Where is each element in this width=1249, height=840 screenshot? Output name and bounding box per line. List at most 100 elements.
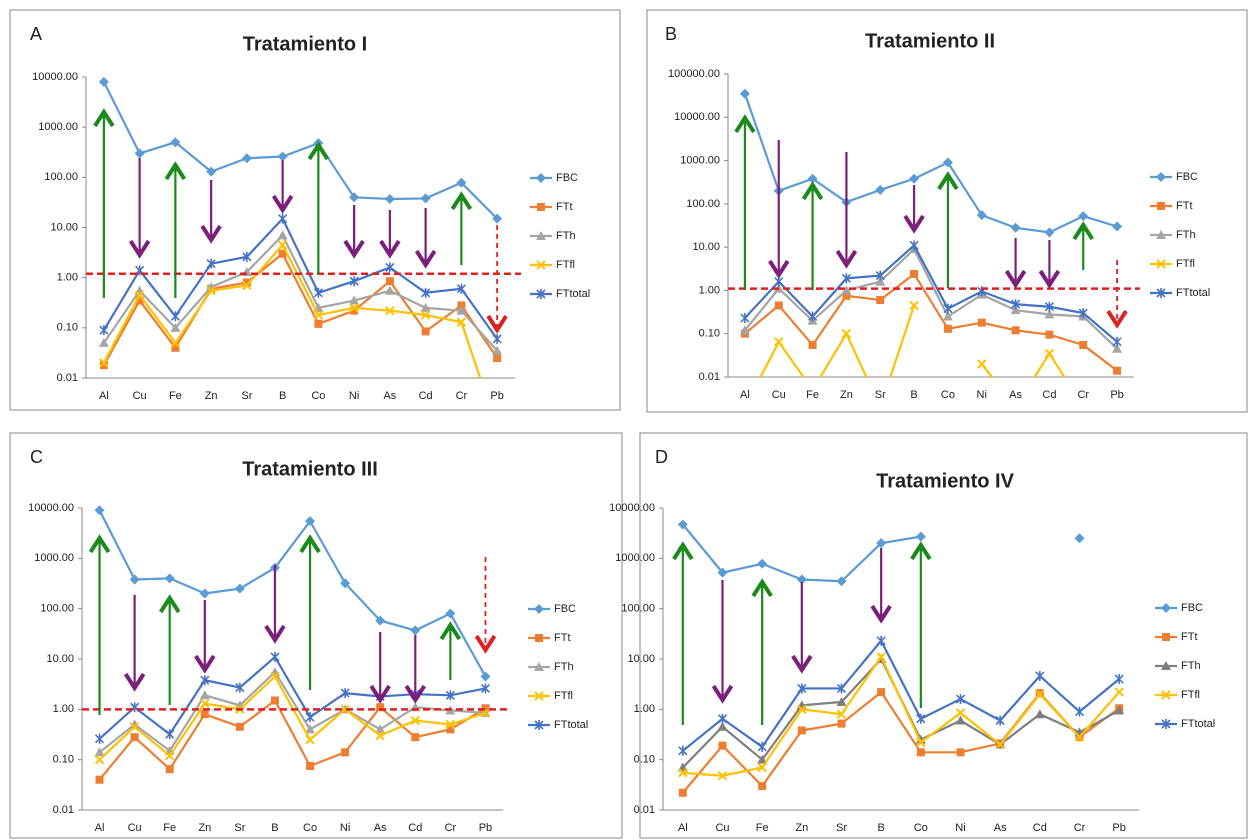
marker (206, 166, 217, 177)
marker (200, 710, 209, 719)
marker (1010, 222, 1021, 233)
plot-area (98, 76, 503, 378)
legend-marker (1161, 661, 1171, 670)
legend-marker (536, 231, 546, 240)
x-tick-label: Fe (756, 822, 769, 834)
marker (306, 761, 315, 770)
marker (349, 192, 360, 203)
arrow-head (128, 239, 151, 259)
legend-label: FTtotal (1176, 287, 1210, 299)
arrow-head (123, 672, 146, 692)
marker (170, 322, 181, 332)
marker (385, 262, 395, 273)
x-tick-label: Cu (772, 389, 786, 401)
marker (99, 361, 108, 370)
arrow-head (910, 541, 932, 561)
arrow-head (439, 621, 462, 641)
marker (909, 173, 920, 184)
marker (340, 704, 350, 715)
marker (349, 303, 359, 313)
marker (170, 338, 181, 348)
x-tick-label: Ni (955, 822, 965, 834)
legend-label: FBC (554, 603, 576, 615)
x-tick-label: Cr (1074, 822, 1086, 834)
marker (842, 291, 851, 300)
series-line (744, 272, 1118, 372)
legend-label: FTh (554, 661, 574, 673)
arrow-head (164, 161, 187, 181)
marker (678, 788, 687, 797)
legend-label: FTt (554, 632, 571, 644)
y-tick-label: 10.00 (50, 221, 78, 233)
marker (916, 713, 926, 724)
marker (915, 531, 926, 542)
arrow-head (870, 604, 892, 624)
marker (130, 733, 139, 742)
y-tick-label: 100000.00 (668, 68, 720, 80)
chart-panel: D Tratamiento IV 0.01 0.10 1.00 10.00 100.00 10… (609, 432, 1248, 839)
marker (717, 771, 728, 781)
marker (836, 683, 847, 694)
x-tick-label: Cu (715, 822, 729, 834)
marker (1074, 732, 1085, 742)
marker (916, 737, 926, 748)
marker (199, 690, 210, 700)
marker (305, 724, 316, 734)
marker (955, 708, 966, 718)
series-line (744, 247, 1118, 350)
x-tick-label: Al (678, 822, 688, 834)
marker (841, 285, 852, 295)
arrow-head (299, 534, 321, 554)
legend-marker (1161, 690, 1171, 700)
marker (757, 741, 767, 752)
x-tick-label: Zn (840, 389, 853, 401)
marker (976, 210, 987, 221)
y-tick-label: 10.00 (46, 653, 74, 665)
legend-label: FBC (556, 172, 578, 184)
marker (1044, 301, 1054, 312)
chart-title: Tratamiento II (865, 30, 995, 52)
marker (277, 240, 288, 250)
arrow-head (751, 578, 773, 598)
marker (305, 712, 315, 723)
legend-marker (1162, 633, 1170, 641)
y-tick-label: 100.00 (40, 603, 74, 615)
marker (411, 733, 420, 742)
marker (375, 724, 386, 734)
marker (375, 730, 385, 741)
x-tick-label: As (374, 822, 387, 834)
marker (955, 715, 966, 725)
legend-label: FTtotal (556, 288, 590, 300)
x-tick-label: Zn (198, 822, 211, 834)
y-tick-label: 0.10 (53, 754, 74, 766)
marker (757, 558, 768, 569)
marker (385, 277, 394, 286)
marker (875, 276, 886, 286)
y-tick-label: 0.01 (57, 372, 78, 384)
arrow-head (734, 114, 756, 134)
marker (678, 768, 688, 778)
marker (350, 306, 359, 315)
marker (385, 305, 395, 316)
x-tick-label: Al (740, 389, 750, 401)
marker (1114, 705, 1125, 715)
marker (277, 151, 288, 162)
legend-label: FTfl (1176, 258, 1195, 270)
y-tick-label: 10000.00 (674, 111, 720, 123)
x-tick-label: Sr (241, 390, 252, 402)
y-tick-label: 0.10 (57, 322, 78, 334)
marker (446, 725, 455, 734)
marker (876, 538, 887, 549)
y-tick-label: 100.00 (44, 171, 78, 183)
arrow-head (768, 259, 790, 279)
series-line (98, 698, 487, 781)
x-tick-label: Cu (133, 390, 147, 402)
marker (445, 690, 455, 701)
marker (493, 354, 502, 363)
arrow-head (307, 141, 330, 161)
marker (875, 184, 886, 195)
x-tick-label: Co (941, 389, 955, 401)
marker (456, 177, 467, 188)
legend-marker (535, 634, 543, 642)
